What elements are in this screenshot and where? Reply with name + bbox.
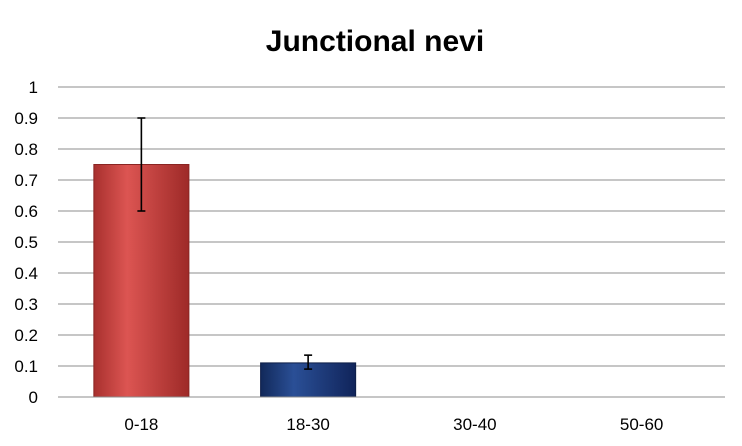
y-tick-label: 0.4 <box>14 264 38 283</box>
x-tick-label: 18-30 <box>286 415 329 434</box>
y-tick-label: 0.6 <box>14 202 38 221</box>
error-bars <box>137 117 313 370</box>
y-tick-label: 0.9 <box>14 109 38 128</box>
y-axis-tick-labels: 0 0.1 0.2 0.3 0.4 0.5 0.6 0.7 0.8 0.9 1 <box>14 78 38 407</box>
bars <box>93 164 357 398</box>
x-tick-label: 30-40 <box>453 415 496 434</box>
error-bar-0-18 <box>137 117 146 212</box>
chart-title: Junctional nevi <box>266 25 484 58</box>
y-tick-label: 0.7 <box>14 171 38 190</box>
error-bar-18-30 <box>304 354 313 370</box>
y-tick-label: 0.1 <box>14 357 38 376</box>
y-tick-label: 0.2 <box>14 326 38 345</box>
y-tick-label: 0.3 <box>14 295 38 314</box>
x-tick-label: 50-60 <box>620 415 663 434</box>
y-tick-label: 0.8 <box>14 140 38 159</box>
x-axis-tick-labels: 0-18 18-30 30-40 50-60 <box>124 415 663 434</box>
x-tick-label: 0-18 <box>124 415 158 434</box>
y-tick-label: 0 <box>29 388 38 407</box>
y-tick-label: 0.5 <box>14 233 38 252</box>
y-tick-label: 1 <box>29 78 38 97</box>
